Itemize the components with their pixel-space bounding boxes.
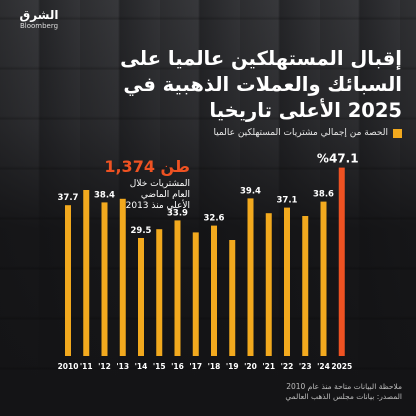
brand-logo-english: Bloomberg — [19, 22, 59, 30]
bar-12 — [284, 207, 290, 356]
x-tick-label-10: '20 — [244, 362, 257, 371]
x-tick-label-8: '18 — [208, 362, 221, 371]
x-tick-label-14: '24 — [317, 362, 330, 371]
title-line-2: السبائك والعملات الذهبية في — [123, 73, 402, 96]
x-tick-label-9: '19 — [226, 362, 239, 371]
bar-2 — [101, 202, 108, 356]
annotation-line-1: المشتريات خلال — [130, 179, 190, 189]
legend-label: الحصة من إجمالي مشتريات المستهلكين عالمي… — [213, 128, 388, 138]
x-tick-label-4: '14 — [135, 362, 148, 371]
x-tick-label-1: '11 — [80, 362, 93, 371]
bar-14 — [320, 201, 327, 356]
brand-logo-arabic: الشرق — [19, 8, 59, 22]
value-label-12: 37.1 — [277, 196, 298, 206]
bar-8 — [211, 225, 217, 356]
x-tick-label-6: '16 — [171, 362, 184, 371]
page-title: إقبال المستهلكين عالميا على السبائك والع… — [42, 46, 402, 124]
bar-0 — [65, 205, 71, 356]
x-tick-label-0: 2010 — [58, 362, 79, 371]
footnote-note: ملاحظة البيانات متاحة منذ عام 2010 — [286, 382, 402, 391]
bar-1 — [83, 190, 90, 356]
value-label-0: 37.7 — [58, 193, 79, 203]
brand-logo: الشرق Bloomberg — [10, 8, 68, 31]
x-tick-label-11: '21 — [262, 362, 275, 371]
value-label-2: 38.4 — [94, 190, 115, 200]
value-label-4: 29.5 — [131, 226, 152, 236]
x-tick-label-7: '17 — [189, 362, 202, 371]
value-label-14: 38.6 — [313, 190, 334, 200]
annotation-value: 1,374 طن — [104, 157, 190, 176]
value-label-6: 33.9 — [167, 208, 188, 218]
bar-10 — [247, 198, 254, 356]
value-label-8: 32.6 — [204, 214, 225, 224]
x-tick-label-5: '15 — [153, 362, 166, 371]
bar-4 — [138, 238, 144, 356]
title-line-3: 2025 الأعلى تاريخيا — [209, 99, 402, 122]
legend-swatch — [393, 128, 402, 138]
annotation-line-2: العام الماضي — [141, 190, 190, 200]
value-label-10: 39.4 — [240, 186, 261, 196]
footnotes: ملاحظة البيانات متاحة منذ عام 2010 المصد… — [285, 382, 402, 402]
bar-3 — [119, 198, 126, 356]
legend: الحصة من إجمالي مشتريات المستهلكين عالمي… — [213, 128, 402, 138]
bar-5 — [156, 229, 163, 356]
bar-13 — [302, 216, 309, 356]
annotation-line-3: الأعلى منذ 2013 — [126, 199, 190, 211]
bar-9 — [229, 240, 236, 356]
x-tick-label-2: '12 — [98, 362, 111, 371]
bar-7 — [192, 232, 199, 356]
bar-11 — [265, 213, 272, 356]
title-line-1: إقبال المستهلكين عالميا على — [120, 47, 402, 70]
footnote-source: المصدر: بيانات مجلس الذهب العالمي — [285, 392, 402, 401]
x-tick-label-12: '22 — [281, 362, 294, 371]
bar-6 — [174, 220, 181, 356]
x-tick-label-15: 2025 — [331, 362, 352, 371]
value-label-15: %47.1 — [317, 152, 359, 166]
bar-15 — [338, 167, 345, 356]
x-tick-label-13: '23 — [299, 362, 312, 371]
x-tick-label-3: '13 — [116, 362, 129, 371]
